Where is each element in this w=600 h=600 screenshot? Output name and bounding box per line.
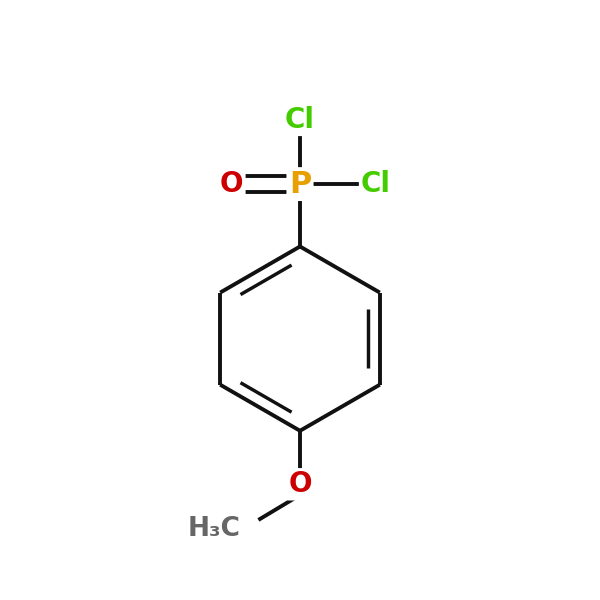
Text: Cl: Cl [285,106,315,134]
Text: P: P [289,170,311,199]
Text: O: O [288,470,312,498]
Text: Cl: Cl [361,170,391,198]
Text: O: O [220,170,244,198]
Text: H₃C: H₃C [187,516,240,542]
